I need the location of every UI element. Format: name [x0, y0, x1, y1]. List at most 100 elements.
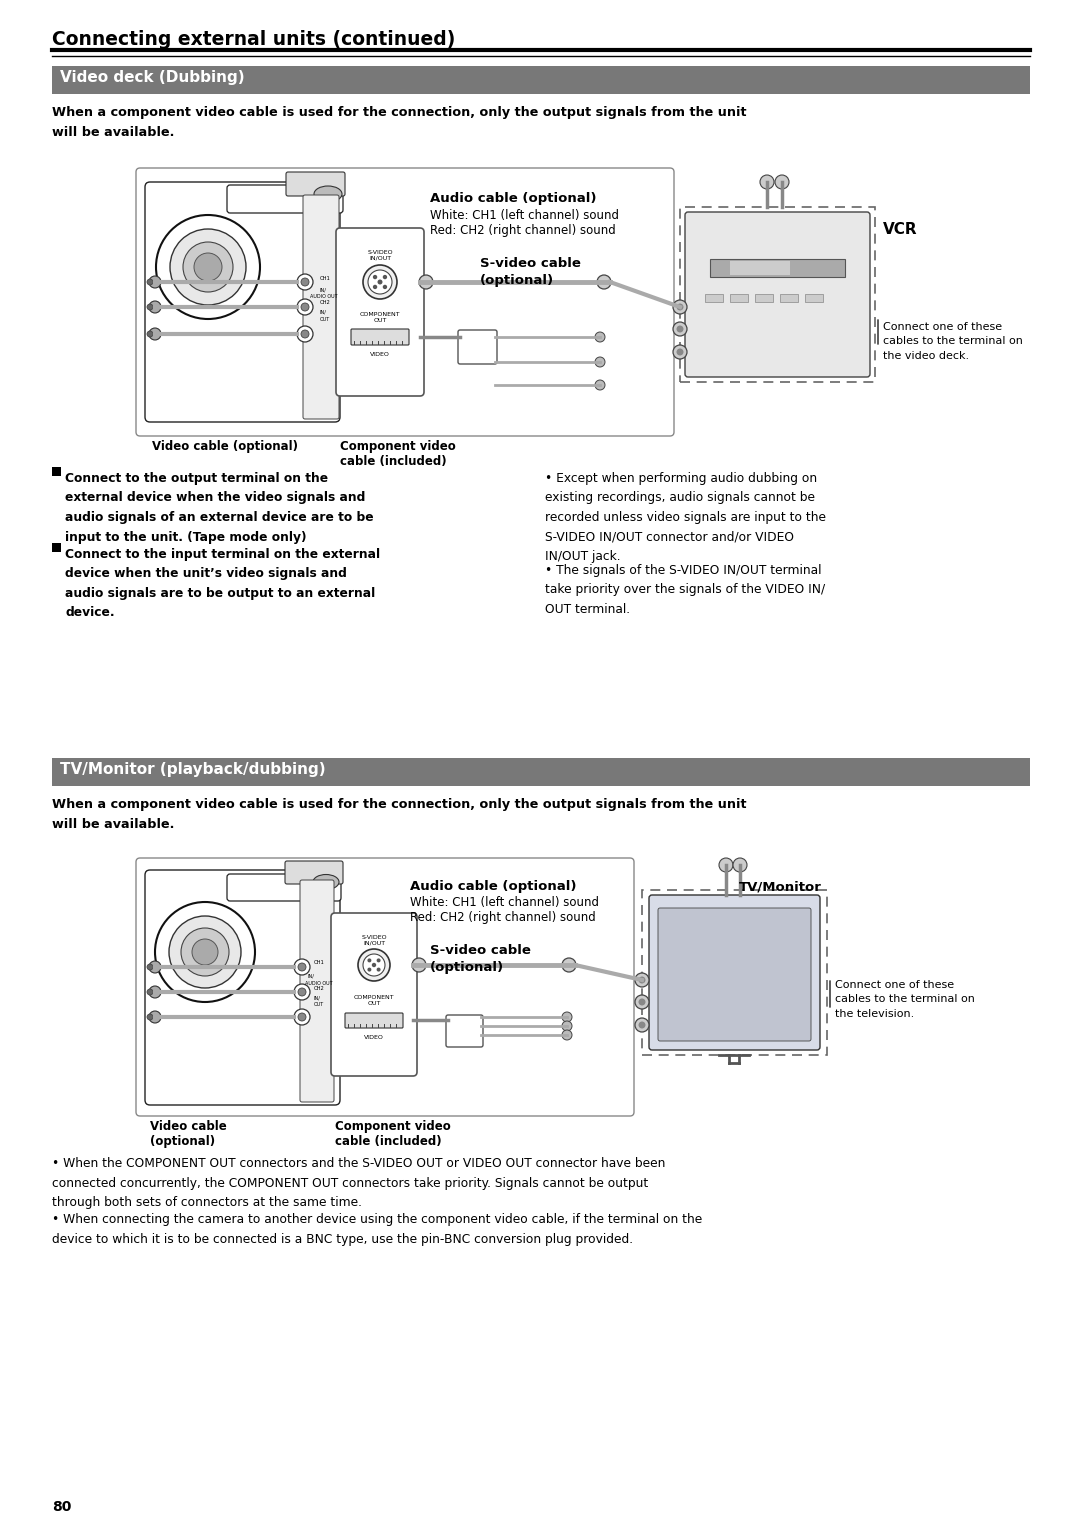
FancyBboxPatch shape — [136, 169, 674, 437]
FancyBboxPatch shape — [642, 890, 827, 1056]
Circle shape — [733, 858, 747, 872]
Text: CH2: CH2 — [314, 987, 325, 991]
FancyBboxPatch shape — [658, 908, 811, 1042]
Circle shape — [181, 928, 229, 976]
Circle shape — [377, 959, 380, 962]
FancyBboxPatch shape — [300, 879, 334, 1102]
Circle shape — [147, 1014, 153, 1020]
Circle shape — [149, 961, 161, 973]
Circle shape — [377, 968, 380, 971]
Text: COMPONENT
OUT: COMPONENT OUT — [360, 313, 401, 323]
Text: Audio cable (optional): Audio cable (optional) — [410, 879, 577, 893]
Text: OUT: OUT — [314, 1002, 324, 1007]
Circle shape — [170, 228, 246, 305]
Circle shape — [673, 300, 687, 314]
FancyBboxPatch shape — [345, 1013, 403, 1028]
Circle shape — [676, 348, 684, 355]
Circle shape — [673, 345, 687, 358]
Circle shape — [147, 303, 153, 309]
Text: CH1: CH1 — [314, 961, 325, 965]
Circle shape — [192, 939, 218, 965]
Text: Connect to the output terminal on the
external device when the video signals and: Connect to the output terminal on the ex… — [65, 472, 374, 544]
Text: Connect one of these
cables to the terminal on
the television.: Connect one of these cables to the termi… — [835, 980, 975, 1019]
Text: • The signals of the S-VIDEO IN/OUT terminal
take priority over the signals of t: • The signals of the S-VIDEO IN/OUT term… — [545, 564, 825, 616]
Circle shape — [363, 265, 397, 299]
Text: When a component video cable is used for the connection, only the output signals: When a component video cable is used for… — [52, 106, 746, 139]
Circle shape — [149, 300, 161, 313]
FancyBboxPatch shape — [145, 870, 340, 1105]
Text: cable (included): cable (included) — [340, 455, 447, 467]
Circle shape — [373, 274, 377, 279]
Circle shape — [301, 277, 309, 286]
Circle shape — [635, 1017, 649, 1033]
Text: IN/: IN/ — [307, 974, 314, 979]
Circle shape — [297, 299, 313, 316]
Circle shape — [298, 964, 306, 971]
Circle shape — [294, 984, 310, 1000]
Text: VIDEO: VIDEO — [370, 352, 390, 357]
Bar — [730, 260, 789, 276]
Circle shape — [562, 1030, 572, 1040]
FancyBboxPatch shape — [285, 861, 343, 884]
Circle shape — [301, 303, 309, 311]
Circle shape — [301, 329, 309, 339]
FancyBboxPatch shape — [145, 182, 340, 421]
FancyBboxPatch shape — [227, 185, 343, 213]
Text: (optional): (optional) — [480, 274, 554, 286]
Circle shape — [562, 1013, 572, 1022]
Circle shape — [168, 916, 241, 988]
FancyBboxPatch shape — [458, 329, 497, 365]
Circle shape — [357, 948, 390, 980]
Text: S-VIDEO
IN/OUT: S-VIDEO IN/OUT — [361, 935, 387, 945]
Circle shape — [595, 332, 605, 342]
Text: IN/: IN/ — [314, 994, 321, 1000]
Circle shape — [372, 962, 376, 967]
FancyBboxPatch shape — [680, 207, 875, 381]
FancyBboxPatch shape — [685, 211, 870, 377]
FancyBboxPatch shape — [351, 329, 409, 345]
Text: AUDIO OUT: AUDIO OUT — [305, 980, 333, 987]
FancyBboxPatch shape — [227, 873, 341, 901]
Text: S-VIDEO
IN/OUT: S-VIDEO IN/OUT — [367, 250, 393, 260]
Circle shape — [382, 285, 387, 290]
Text: S-video cable: S-video cable — [480, 257, 581, 270]
Circle shape — [638, 976, 646, 984]
Text: • When connecting the camera to another device using the component video cable, : • When connecting the camera to another … — [52, 1213, 702, 1246]
Text: cable (included): cable (included) — [335, 1135, 442, 1147]
Circle shape — [367, 968, 372, 971]
Circle shape — [419, 276, 433, 290]
Text: VCR: VCR — [883, 222, 918, 237]
Text: White: CH1 (left channel) sound: White: CH1 (left channel) sound — [410, 896, 599, 908]
Circle shape — [719, 858, 733, 872]
Circle shape — [149, 328, 161, 340]
Text: S-video cable: S-video cable — [430, 944, 531, 958]
Circle shape — [297, 274, 313, 290]
Circle shape — [775, 175, 789, 188]
Text: Connect one of these
cables to the terminal on
the video deck.: Connect one of these cables to the termi… — [883, 322, 1023, 362]
Circle shape — [378, 279, 382, 285]
Circle shape — [297, 326, 313, 342]
Text: CH2: CH2 — [320, 300, 330, 305]
Circle shape — [183, 242, 233, 293]
Circle shape — [673, 322, 687, 336]
Circle shape — [294, 1010, 310, 1025]
Text: IN/: IN/ — [320, 286, 327, 293]
Circle shape — [635, 994, 649, 1010]
Text: Connect to the input terminal on the external
device when the unit’s video signa: Connect to the input terminal on the ext… — [65, 548, 380, 619]
Circle shape — [294, 959, 310, 974]
Bar — [730, 294, 748, 302]
Text: Red: CH2 (right channel) sound: Red: CH2 (right channel) sound — [410, 912, 596, 924]
FancyBboxPatch shape — [336, 228, 424, 395]
Text: OUT: OUT — [320, 317, 330, 322]
Circle shape — [382, 274, 387, 279]
Text: (optional): (optional) — [430, 961, 504, 974]
Circle shape — [156, 902, 255, 1002]
Circle shape — [147, 964, 153, 970]
Bar — [710, 259, 845, 277]
Text: Video cable (optional): Video cable (optional) — [152, 440, 298, 453]
Text: • When the COMPONENT OUT connectors and the S-VIDEO OUT or VIDEO OUT connector h: • When the COMPONENT OUT connectors and … — [52, 1157, 665, 1209]
Text: Video cable: Video cable — [150, 1120, 227, 1134]
Circle shape — [638, 999, 646, 1005]
Circle shape — [597, 276, 611, 290]
Bar — [52, 542, 60, 552]
